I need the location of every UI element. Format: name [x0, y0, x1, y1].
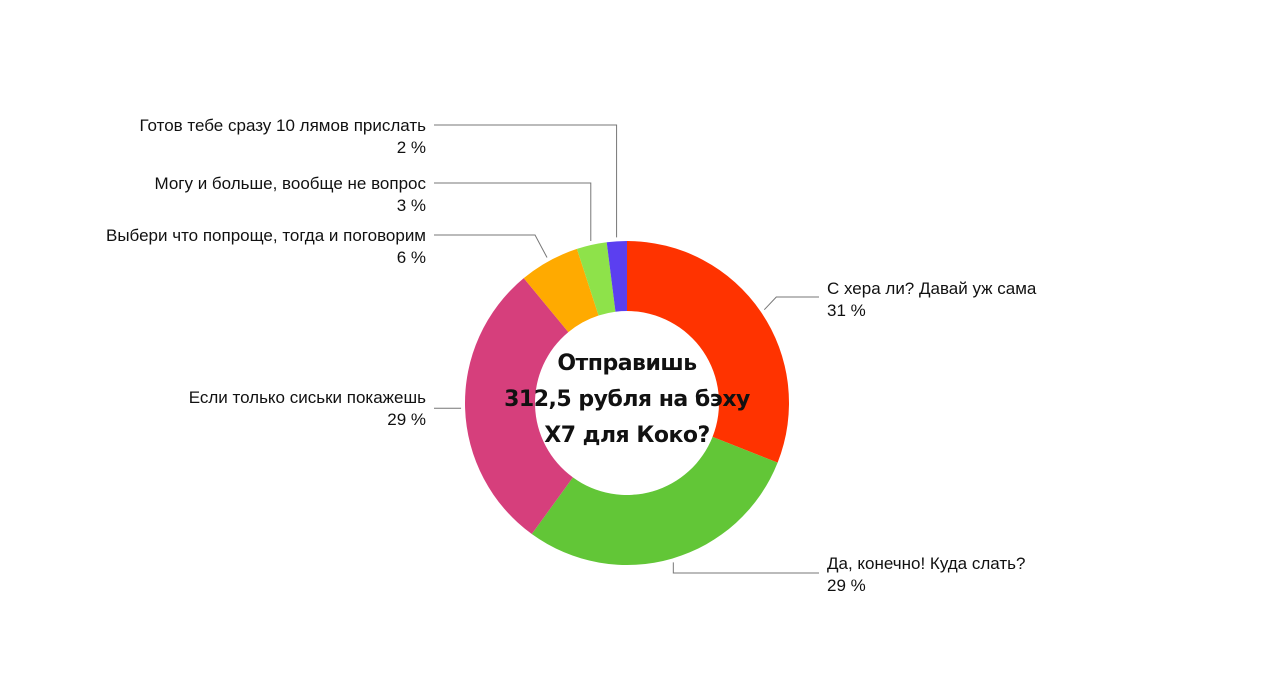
slice-value-3: 29 %	[387, 410, 426, 429]
leader-line-4	[434, 234, 548, 258]
center-title-line-2: 312,5 рубля на бэху	[504, 387, 750, 412]
leader-line-5	[434, 182, 592, 241]
slice-label-5: Могу и больше, вообще не вопрос	[154, 174, 426, 193]
slice-labels: С хера ли? Давай уж сама 31 % Да, конечно!…	[106, 116, 1037, 595]
donut-slices	[465, 241, 789, 565]
donut-slice-1	[627, 241, 789, 463]
slice-label-6: Готов тебе сразу 10 лямов прислать	[139, 116, 426, 135]
slice-label-1: С хера ли? Давай уж сама	[827, 279, 1037, 298]
leader-lines	[434, 124, 819, 574]
leader-line-2	[672, 562, 819, 574]
slice-value-1: 31 %	[827, 301, 866, 320]
donut-slice-5	[576, 242, 616, 316]
leader-line-1	[763, 296, 819, 311]
donut-slice-6	[606, 241, 627, 312]
center-title: Отправишь 312,5 рубля на бэху Х7 для Кок…	[504, 351, 750, 448]
slice-value-6: 2 %	[397, 138, 426, 157]
center-title-line-1: Отправишь	[557, 351, 696, 376]
slice-label-4: Выбери что попроще, тогда и поговорим	[106, 226, 426, 245]
slice-label-3: Если только сиськи покажешь	[189, 388, 426, 407]
donut-slice-4	[523, 248, 599, 333]
slice-value-5: 3 %	[397, 196, 426, 215]
center-title-line-3: Х7 для Коко?	[544, 423, 710, 448]
donut-slice-2	[531, 436, 778, 565]
slice-value-4: 6 %	[397, 248, 426, 267]
leader-line-6	[434, 124, 618, 238]
slice-label-2: Да, конечно! Куда слать?	[827, 554, 1025, 573]
slice-value-2: 29 %	[827, 576, 866, 595]
donut-slice-3	[465, 278, 573, 535]
